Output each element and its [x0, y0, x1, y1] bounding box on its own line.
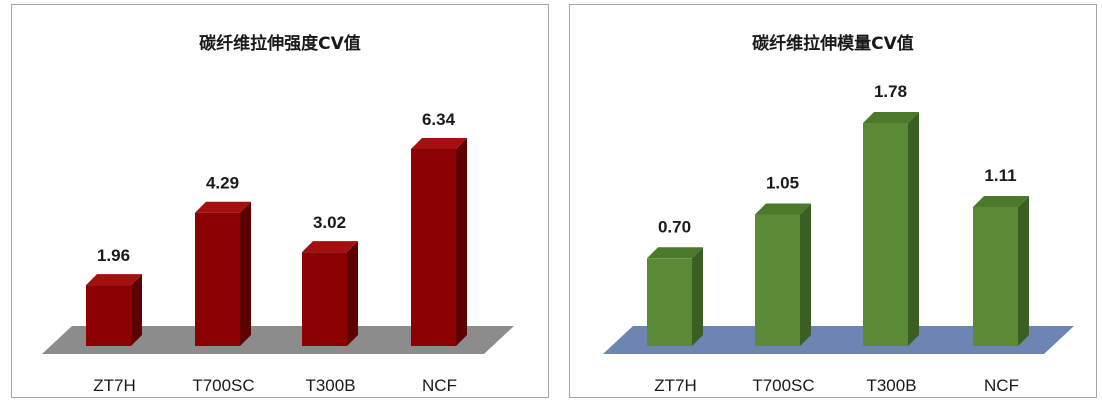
data-label: 1.11 [984, 166, 1016, 185]
category-label: T300B [305, 376, 355, 395]
tensile-modulus-cv-chart: 碳纤维拉伸模量CV值 0.70 ZT7H 1.05 T700SC 1.78 T300B 1.… [569, 4, 1097, 398]
category-label: NCF [422, 376, 457, 395]
chart-floor [42, 326, 514, 354]
chart-plot: 1.96 ZT7H 4.29 T700SC 3.02 T300B 6.34 NCF [42, 110, 514, 395]
bar-top [755, 203, 811, 215]
chart-plot: 0.70 ZT7H 1.05 T700SC 1.78 T300B 1.11 NCF [603, 82, 1074, 395]
chart-floor [603, 326, 1074, 354]
bar [86, 285, 131, 346]
category-label: ZT7H [93, 376, 136, 395]
bar [755, 214, 800, 346]
bar-top [195, 201, 251, 213]
data-label: 3.02 [313, 213, 346, 232]
bar [411, 149, 456, 346]
category-label: NCF [984, 376, 1019, 395]
data-label: 6.34 [422, 110, 456, 129]
bar-top [863, 112, 919, 123]
category-label: ZT7H [654, 376, 697, 395]
category-label: T700SC [752, 376, 814, 395]
data-label: 1.05 [766, 173, 799, 192]
data-label: 1.96 [97, 246, 130, 265]
category-label: T700SC [192, 376, 254, 395]
data-label: 0.70 [658, 217, 691, 236]
category-label: T300B [866, 376, 916, 395]
bar-side [347, 241, 358, 346]
bar-side [240, 201, 251, 346]
bar-side [131, 274, 142, 346]
bar [863, 123, 908, 346]
bar-side [1018, 195, 1029, 346]
bar-top [973, 195, 1029, 207]
bar-side [800, 203, 811, 346]
bar [195, 212, 240, 346]
chart-title: 碳纤维拉伸模量CV值 [752, 34, 914, 54]
tensile-strength-cv-chart: 碳纤维拉伸强度CV值 1.96 ZT7H 4.29 T700SC 3.02 T300B 6.… [11, 4, 549, 398]
data-label: 1.78 [874, 82, 907, 101]
bar-side [456, 138, 467, 346]
bar-top [647, 247, 703, 259]
bar-top [86, 274, 142, 286]
bar [302, 252, 347, 346]
bar-side [692, 247, 703, 346]
bar-side [908, 112, 919, 346]
bar [973, 206, 1018, 346]
bar-top [411, 138, 467, 149]
chart-title: 碳纤维拉伸强度CV值 [199, 34, 361, 54]
bar-top [302, 241, 358, 253]
bar [647, 258, 692, 346]
data-label: 4.29 [206, 174, 239, 193]
